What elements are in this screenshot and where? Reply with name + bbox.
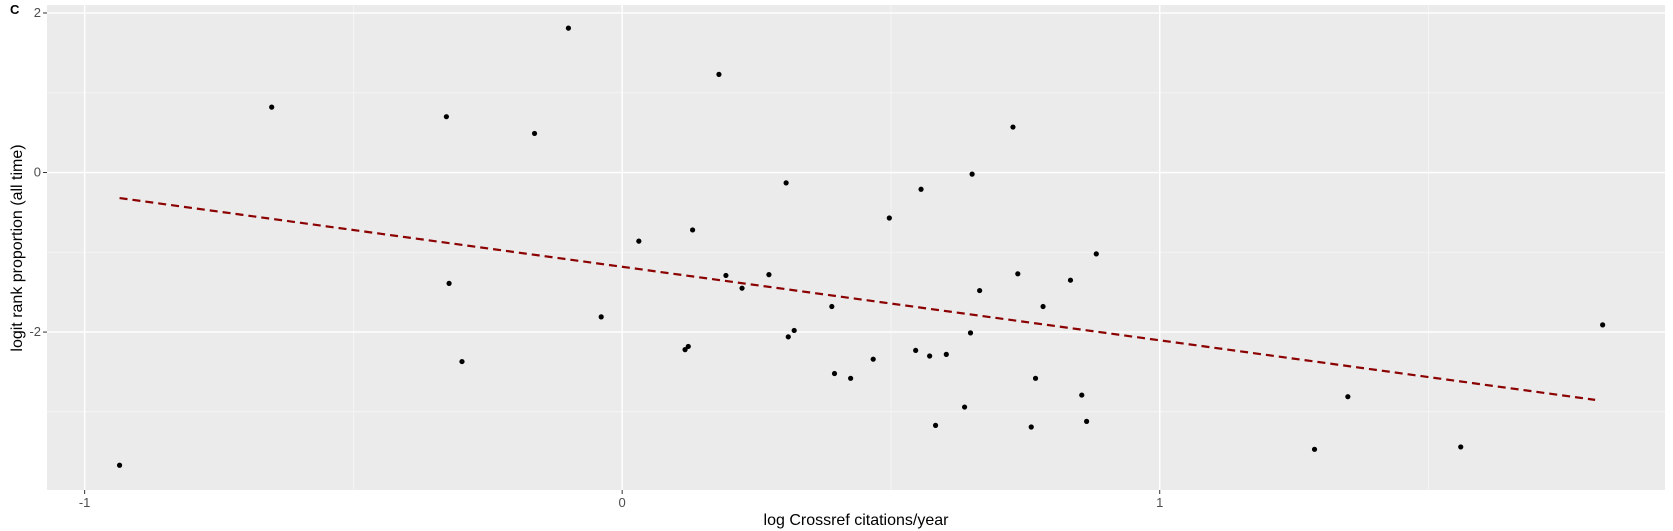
scatter-point <box>932 422 939 428</box>
scatter-point <box>269 104 275 110</box>
scatter-point <box>446 280 452 286</box>
scatter-point <box>1311 446 1318 452</box>
scatter-point <box>829 303 835 310</box>
scatter-point <box>1093 251 1099 257</box>
scatter-point <box>766 272 772 278</box>
y-tick-label: -2 <box>29 324 41 339</box>
scatter-point <box>716 71 722 77</box>
panel-label: C <box>10 2 20 17</box>
scatter-point <box>1010 124 1016 130</box>
x-tick-label: 1 <box>1156 495 1163 510</box>
y-axis-label: logit rank proportion (all time) <box>9 144 26 351</box>
scatter-point <box>913 347 919 354</box>
scatter-point <box>685 343 691 350</box>
scatter-point <box>723 272 729 279</box>
scatter-point <box>636 238 642 244</box>
scatter-point <box>918 186 924 192</box>
scatter-point <box>785 334 791 340</box>
scatter-point <box>927 353 933 359</box>
x-tick-label: 0 <box>619 495 626 510</box>
y-axis-ticks: -2 0 2 <box>29 5 47 339</box>
scatter-point <box>1067 277 1074 283</box>
scatter-point <box>689 227 696 233</box>
scatter-point <box>831 370 838 377</box>
grid-major <box>47 5 1665 490</box>
grid-minor <box>47 5 1665 490</box>
scatter-point <box>1040 303 1046 310</box>
scatter-point <box>1458 444 1464 450</box>
scatter-point <box>598 314 604 320</box>
scatter-point <box>1345 394 1351 400</box>
scatter-point <box>1084 418 1090 424</box>
data-points <box>116 25 1606 468</box>
scatter-point <box>961 404 968 410</box>
scatter-point <box>682 347 688 353</box>
scatter-point <box>1032 375 1039 381</box>
scatter-point <box>886 215 892 221</box>
scatter-point <box>1028 424 1034 430</box>
scatter-point <box>1600 322 1606 328</box>
x-axis-ticks: -1 0 1 <box>79 490 1163 510</box>
scatter-point <box>943 351 949 357</box>
scatter-point <box>967 330 974 336</box>
scatter-point <box>1079 392 1085 398</box>
scatter-point <box>870 356 876 362</box>
trend-line <box>119 196 1596 401</box>
scatter-point <box>116 462 123 468</box>
scatter-point <box>443 114 449 120</box>
scatter-point <box>565 25 572 31</box>
scatter-point <box>977 287 983 294</box>
x-axis-label: log Crossref citations/year <box>764 512 950 529</box>
trend-line-group <box>119 196 1596 401</box>
scatter-point <box>459 358 465 365</box>
scatter-point <box>739 285 745 291</box>
plot-background <box>47 5 1665 490</box>
scatter-point <box>848 375 854 381</box>
x-tick-label: -1 <box>79 495 91 510</box>
scatter-point <box>783 180 789 186</box>
scatter-point <box>531 130 538 137</box>
y-tick-label: 2 <box>34 5 41 20</box>
scatter-point <box>969 171 975 177</box>
scatter-point <box>791 327 797 334</box>
y-tick-label: 0 <box>34 165 41 180</box>
scatter-point <box>1015 271 1021 277</box>
